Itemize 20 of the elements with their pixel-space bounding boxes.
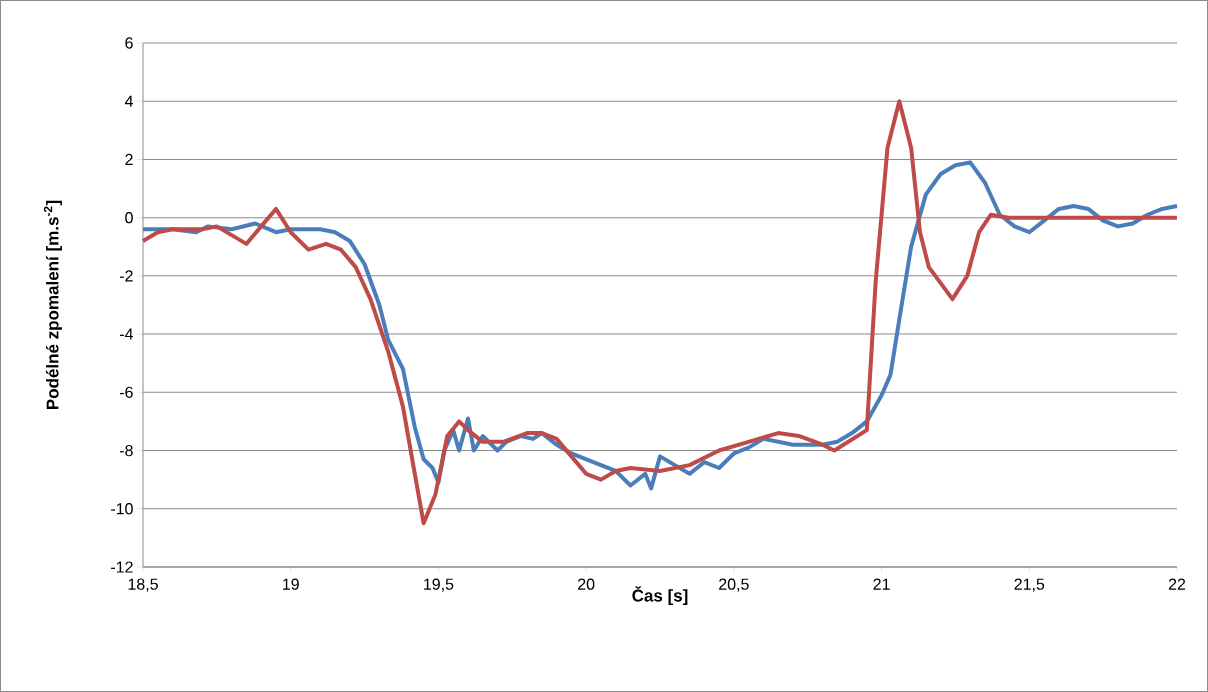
y-tick-label: -4 (119, 328, 133, 340)
y-tick-label: -10 (111, 503, 133, 515)
y-tick-label: -8 (119, 444, 133, 457)
x-tick-label: 18,5 (128, 578, 158, 592)
y-tick-label: 6 (125, 37, 133, 49)
y-tick-label: 0 (125, 211, 133, 224)
x-tick-label: 21,5 (1014, 578, 1045, 592)
x-axis-title: Čas [s] (632, 586, 688, 605)
y-tick-label: -6 (119, 386, 133, 398)
y-tick-label: -2 (119, 270, 133, 282)
x-tick-label: 19,5 (424, 578, 454, 592)
y-tick-label: 4 (124, 95, 133, 107)
y-tick-label: -12 (111, 561, 133, 573)
x-tick-label: 21 (873, 578, 890, 590)
y-tick-label: 2 (125, 153, 133, 166)
x-tick-label: 20 (578, 578, 595, 590)
x-tick-label: 20,5 (719, 578, 749, 592)
x-tick-label: 19 (283, 578, 299, 590)
y-axis-title: Podélné zpomalení [m.s$^{-2}$] (43, 200, 62, 410)
x-tick-label: 22 (1168, 578, 1186, 590)
